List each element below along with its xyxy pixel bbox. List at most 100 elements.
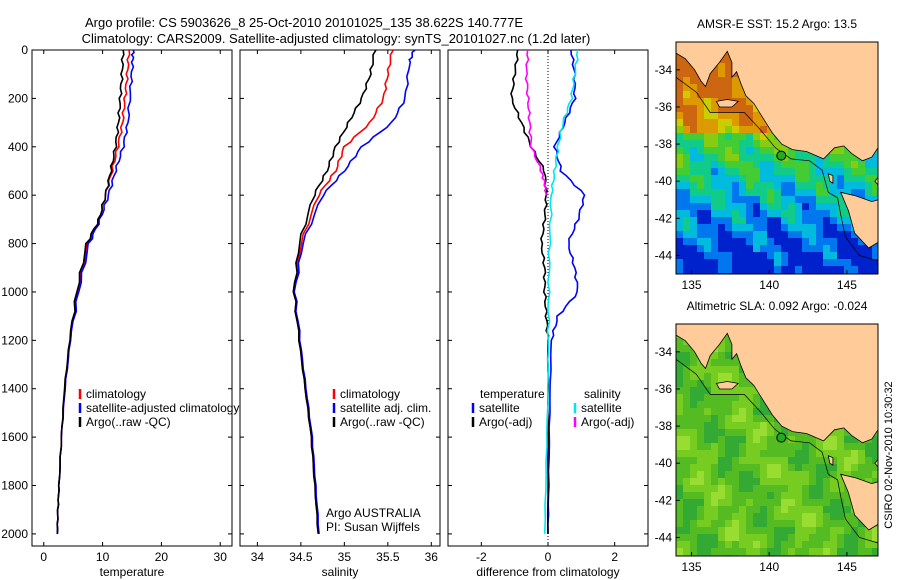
field-cell: [872, 161, 878, 169]
field-cell: [732, 154, 740, 162]
x-tick-label: 36: [425, 550, 439, 564]
field-cell: [725, 541, 733, 549]
field-cell: [704, 245, 712, 253]
field-cell: [676, 266, 684, 274]
field-cell: [872, 266, 878, 274]
field-cell: [760, 119, 768, 127]
map-frame: [675, 41, 879, 275]
field-cell: [781, 443, 789, 451]
field-cell: [872, 436, 878, 444]
field-cell: [704, 119, 712, 127]
field-cell: [830, 168, 838, 176]
field-cell: [718, 77, 726, 85]
field-cell: [837, 457, 845, 465]
field-cell: [795, 520, 803, 528]
field-cell: [746, 380, 754, 388]
field-cell: [802, 259, 810, 267]
field-cell: [781, 147, 789, 155]
field-cell: [767, 499, 775, 507]
field-cell: [676, 259, 684, 267]
field-cell: [781, 548, 789, 556]
field-cell: [739, 450, 747, 458]
argo-float-marker: [776, 150, 787, 161]
field-cell: [858, 175, 866, 183]
field-cell: [711, 387, 719, 395]
field-cell: [788, 245, 796, 253]
field-cell: [697, 217, 705, 225]
field-cell: [767, 520, 775, 528]
field-cell: [844, 210, 852, 218]
field-cell: [746, 443, 754, 451]
field-cell: [732, 259, 740, 267]
y-tick-label: 2000: [1, 527, 28, 541]
field-cell: [767, 527, 775, 535]
field-cell: [704, 182, 712, 190]
field-cell: [760, 534, 768, 542]
field-cell: [760, 443, 768, 451]
field-cell: [753, 126, 761, 134]
field-cell: [760, 520, 768, 528]
field-cell: [683, 513, 691, 521]
field-cell: [711, 119, 719, 127]
series-group: [510, 50, 586, 534]
field-cell: [732, 387, 740, 395]
field-cell: [760, 182, 768, 190]
field-cell: [760, 541, 768, 549]
field-cell: [844, 182, 852, 190]
field-cell: [823, 259, 831, 267]
field-cell: [690, 259, 698, 267]
field-cell: [746, 161, 754, 169]
field-cell: [823, 210, 831, 218]
field-cell: [802, 189, 810, 197]
field-cell: [718, 238, 726, 246]
field-cell: [711, 203, 719, 211]
field-cell: [753, 224, 761, 232]
field-cell: [739, 478, 747, 486]
field-cell: [795, 534, 803, 542]
field-cell: [760, 422, 768, 430]
field-cell: [732, 70, 740, 78]
field-cell: [760, 245, 768, 253]
field-cell: [767, 154, 775, 162]
field-cell: [865, 443, 873, 451]
field-cell: [697, 499, 705, 507]
field-cell: [704, 478, 712, 486]
field-cell: [830, 506, 838, 514]
field-cell: [816, 238, 824, 246]
field-cell: [795, 175, 803, 183]
field-cell: [823, 485, 831, 493]
field-cell: [851, 252, 859, 260]
legend-entry: climatology: [340, 387, 400, 401]
field-cell: [816, 231, 824, 239]
field-cell: [753, 140, 761, 148]
field-cell: [704, 422, 712, 430]
field-cell: [774, 175, 782, 183]
x-tick-label: 35.5: [376, 550, 400, 564]
y-tick-label: -38: [655, 137, 673, 151]
field-cell: [760, 408, 768, 416]
field-cell: [795, 457, 803, 465]
x-tick-label: -2: [476, 550, 487, 564]
field-cell: [732, 471, 740, 479]
field-cell: [683, 224, 691, 232]
field-cell: [683, 527, 691, 535]
field-cell: [746, 112, 754, 120]
field-cell: [816, 266, 824, 274]
field-cell: [711, 499, 719, 507]
field-cell: [872, 443, 878, 451]
field-cell: [711, 478, 719, 486]
field-cell: [788, 436, 796, 444]
y-tick-label: 400: [8, 140, 28, 154]
field-cell: [830, 429, 838, 437]
field-cell: [690, 422, 698, 430]
field-cell: [718, 182, 726, 190]
field-cell: [690, 443, 698, 451]
field-cell: [837, 245, 845, 253]
field-cell: [851, 443, 859, 451]
field-cell: [858, 457, 866, 465]
field-cell: [816, 210, 824, 218]
field-cell: [739, 112, 747, 120]
field-cell: [732, 231, 740, 239]
field-cell: [851, 266, 859, 274]
